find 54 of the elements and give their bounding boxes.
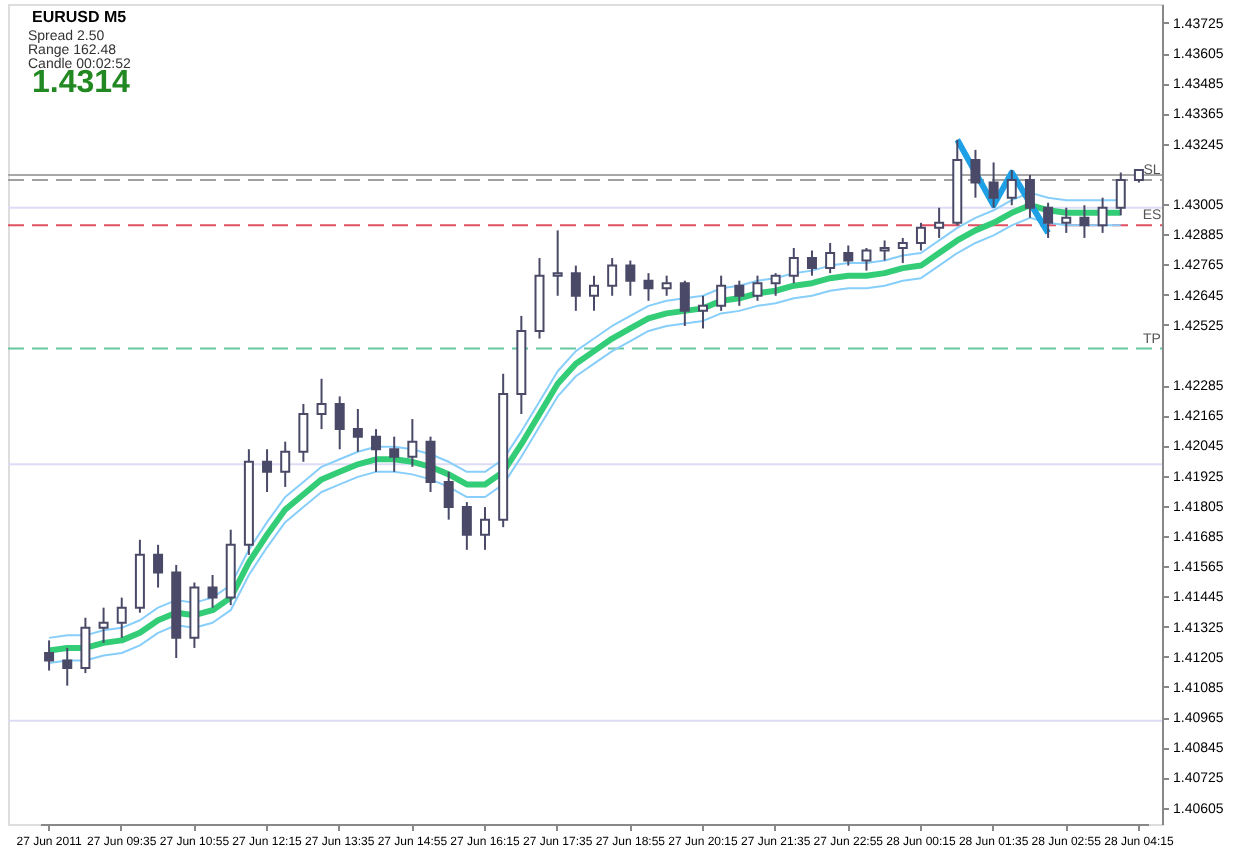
candlestick (1006, 169, 1017, 207)
candlestick (861, 246, 872, 272)
candlestick (934, 206, 945, 239)
candlestick (44, 639, 55, 672)
candlestick (879, 239, 890, 262)
chart-title: EURUSD M5 (32, 8, 128, 26)
candlestick (716, 274, 727, 312)
candlestick (1043, 201, 1054, 239)
candlestick (280, 440, 291, 488)
candlestick (915, 221, 926, 252)
candlestick (552, 229, 563, 297)
candlestick (770, 272, 781, 297)
candlestick (607, 257, 618, 297)
candlestick (1061, 206, 1072, 234)
candlestick (988, 161, 999, 209)
candlestick (788, 246, 799, 285)
candlestick (80, 616, 91, 675)
candlestick (334, 395, 345, 451)
candlestick (1115, 171, 1126, 217)
candlestick (806, 249, 817, 277)
candlestick (62, 646, 73, 687)
candlestick (1024, 174, 1035, 219)
candlestick (643, 272, 654, 302)
candlestick (679, 279, 690, 327)
candlestick (843, 244, 854, 267)
candlestick (752, 274, 763, 302)
candlestick (352, 407, 363, 453)
line-series (954, 136, 1052, 236)
candlestick (116, 596, 127, 639)
candlestick (480, 506, 491, 551)
candlestick (589, 274, 599, 312)
candlestick (262, 448, 273, 493)
candlestick (153, 543, 164, 589)
candlestick (207, 573, 218, 609)
candlestick (897, 236, 908, 265)
candlestick (298, 402, 309, 463)
candlestick (407, 418, 418, 468)
annotation: 1.4314 (32, 66, 131, 100)
candlestick (461, 501, 472, 551)
candlestick (1079, 204, 1090, 239)
candlestick (1097, 196, 1108, 234)
candlestick (371, 428, 382, 473)
candlestick (661, 274, 672, 297)
candlestick (425, 435, 436, 493)
candlestick (625, 259, 636, 297)
candlestick (570, 264, 581, 312)
candlestick (389, 435, 400, 473)
candlestick (734, 279, 745, 307)
candlestick (443, 470, 454, 521)
candlestick (316, 377, 327, 431)
candlestick (970, 148, 981, 199)
candlestick (825, 241, 836, 275)
candlestick (98, 606, 109, 644)
candlestick (697, 294, 708, 330)
